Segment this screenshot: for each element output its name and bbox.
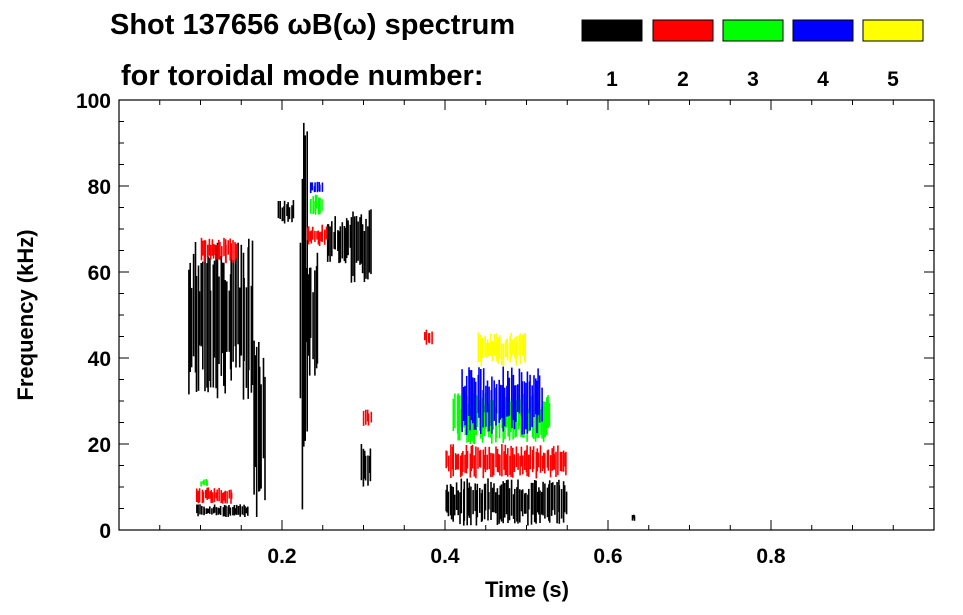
series-1-region-2 <box>196 504 249 517</box>
legend-swatch-1 <box>581 19 643 42</box>
y-axis-label: Frequency (kHz) <box>13 229 38 400</box>
series-5-region-0 <box>477 332 527 367</box>
series-2-region-2 <box>306 224 328 247</box>
series-3-region-0 <box>309 194 323 215</box>
legend-swatch-4 <box>792 19 854 42</box>
y-tick-label: 60 <box>88 262 111 285</box>
series-1-region-5 <box>299 122 309 510</box>
series-1-region-3 <box>277 200 295 224</box>
legend: 1 2 3 4 5 <box>581 19 924 91</box>
series-1-region-6 <box>326 216 352 264</box>
y-tick-label: 80 <box>88 176 111 199</box>
chart-title-line1: Shot 137656 ωB(ω) spectrum <box>110 9 515 41</box>
series-2-region-5 <box>423 329 433 345</box>
series-4-region-1 <box>461 366 543 435</box>
series-1-region-7 <box>350 209 372 283</box>
series-1-region-0 <box>188 238 254 400</box>
legend-label-4: 4 <box>817 68 829 91</box>
legend-swatch-5 <box>862 19 924 42</box>
legend-label-5: 5 <box>887 68 899 91</box>
y-tick-label: 100 <box>76 90 111 113</box>
series-1-region-9 <box>445 478 568 526</box>
plot-marks <box>188 122 636 526</box>
legend-label-1: 1 <box>606 68 618 91</box>
x-tick-label: 0.8 <box>756 545 786 568</box>
series-1-region-10 <box>631 514 636 521</box>
series-4-region-0 <box>309 181 324 194</box>
series-2-region-1 <box>195 487 233 504</box>
y-tick-label: 40 <box>88 348 111 371</box>
x-tick-label: 0.2 <box>267 545 296 568</box>
legend-swatch-3 <box>722 19 784 42</box>
x-tick-label: 0.4 <box>430 545 460 568</box>
x-axis-label: Time (s) <box>485 577 569 602</box>
series-1-region-1 <box>253 340 266 517</box>
axis-ticks: 0 20 40 60 80 100 0.2 0.4 0.6 0.8 <box>76 90 934 568</box>
legend-swatch-2 <box>652 19 714 42</box>
legend-label-3: 3 <box>747 68 759 91</box>
series-3-region-2 <box>200 479 208 487</box>
legend-label-2: 2 <box>677 68 689 91</box>
chart-title-line2: for toroidal mode number: <box>121 60 484 92</box>
series-1-region-8 <box>360 444 372 487</box>
series-2-region-4 <box>445 444 567 479</box>
y-tick-label: 0 <box>99 520 111 543</box>
series-2-region-3 <box>362 409 373 426</box>
series-2-region-0 <box>200 237 238 264</box>
y-tick-label: 20 <box>88 434 111 457</box>
x-tick-label: 0.6 <box>593 545 622 568</box>
